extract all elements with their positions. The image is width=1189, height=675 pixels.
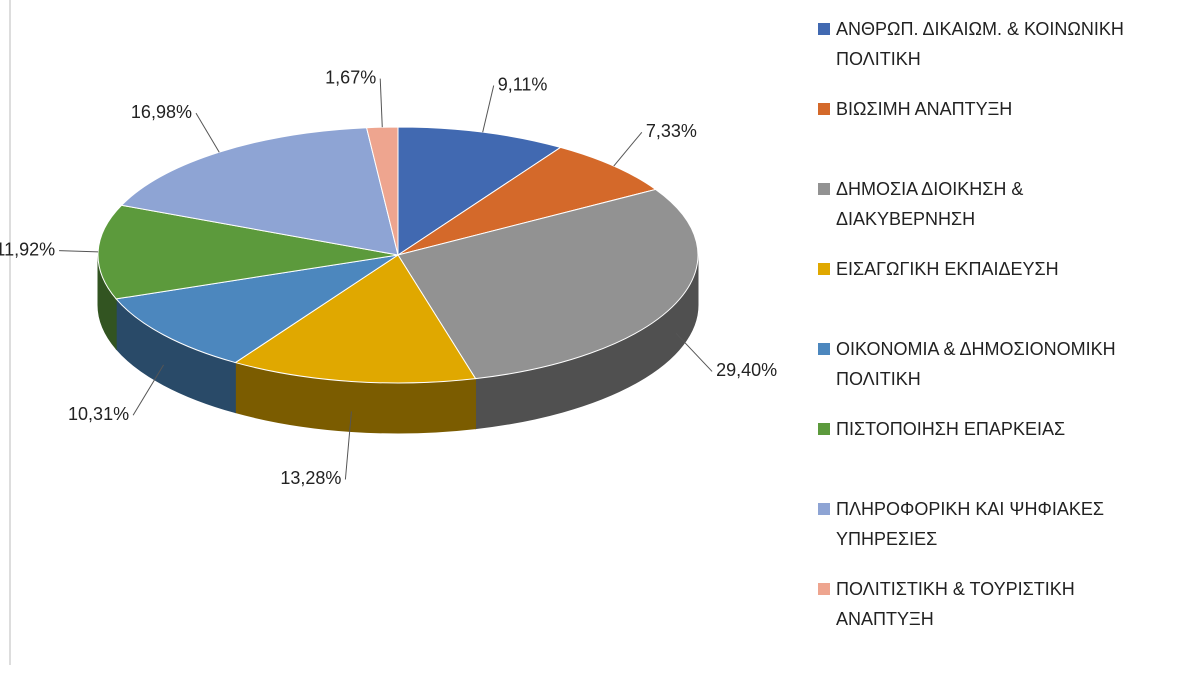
legend-swatch: [818, 343, 830, 355]
slice: [397, 126, 562, 256]
slice: [234, 254, 477, 384]
legend-label: ΔΗΜΟΣΙΑ ΔΙΟΙΚΗΣΗ & ΔΙΑΚΥΒΕΡΝΗΣΗ: [836, 179, 1024, 229]
data-label: 13,28%: [280, 468, 341, 488]
legend-swatch: [818, 183, 830, 195]
slice: [397, 146, 657, 256]
legend-swatch: [818, 503, 830, 515]
legend-swatch: [818, 23, 830, 35]
data-label: 9,11%: [498, 74, 548, 94]
leader-line: [132, 364, 165, 416]
leader-line: [379, 78, 383, 128]
leader-line: [613, 131, 643, 167]
legend-swatch: [818, 583, 830, 595]
legend-label: ΟΙΚΟΝΟΜΙΑ & ΔΗΜΟΣΙΟΝΟΜΙΚΗ ΠΟΛΙΤΙΚΗ: [836, 339, 1116, 389]
legend-label: ΕΙΣΑΓΩΓΙΚΗ ΕΚΠΑΙΔΕΥΣΗ: [836, 259, 1059, 279]
leader-line: [675, 332, 713, 372]
legend-label: ΠΟΛΙΤΙΣΤΙΚΗ & ΤΟΥΡΙΣΤΙΚΗ ΑΝΑΠΤΥΞΗ: [836, 579, 1075, 629]
leader-line: [195, 112, 220, 153]
legend-item: ΒΙΩΣΙΜΗ ΑΝΑΠΤΥΞΗ: [818, 94, 1178, 124]
legend-swatch: [818, 423, 830, 435]
legend-item: ΟΙΚΟΝΟΜΙΑ & ΔΗΜΟΣΙΟΝΟΜΙΚΗ ΠΟΛΙΤΙΚΗ: [818, 334, 1178, 394]
legend-label: ΑΝΘΡΩΠ. ΔΙΚΑΙΩΜ. & ΚΟΙΝΩΝΙΚΗ ΠΟΛΙΤΙΚΗ: [836, 19, 1124, 69]
legend-item: ΠΙΣΤΟΠΟΙΗΣΗ ΕΠΑΡΚΕΙΑΣ: [818, 414, 1178, 444]
legend-swatch: [818, 263, 830, 275]
leader-line: [482, 85, 495, 133]
data-label: 1,67%: [325, 67, 376, 87]
legend-label: ΠΛΗΡΟΦΟΡΙΚΗ ΚΑΙ ΨΗΦΙΑΚΕΣ ΥΠΗΡΕΣΙΕΣ: [836, 499, 1104, 549]
data-label: 11,92%: [0, 239, 55, 259]
data-label: 10,31%: [68, 404, 129, 424]
legend-item: ΠΟΛΙΤΙΣΤΙΚΗ & ΤΟΥΡΙΣΤΙΚΗ ΑΝΑΠΤΥΞΗ: [818, 574, 1178, 634]
legend-item: ΑΝΘΡΩΠ. ΔΙΚΑΙΩΜ. & ΚΟΙΝΩΝΙΚΗ ΠΟΛΙΤΙΚΗ: [818, 14, 1178, 74]
data-label: 7,33%: [646, 121, 697, 141]
data-label: 16,98%: [131, 102, 192, 122]
legend-label: ΒΙΩΣΙΜΗ ΑΝΑΠΤΥΞΗ: [836, 99, 1013, 119]
legend-item: ΔΗΜΟΣΙΑ ΔΙΟΙΚΗΣΗ & ΔΙΑΚΥΒΕΡΝΗΣΗ: [818, 174, 1178, 234]
legend-item: ΕΙΣΑΓΩΓΙΚΗ ΕΚΠΑΙΔΕΥΣΗ: [818, 254, 1178, 284]
slice: [397, 188, 699, 380]
legend-label: ΠΙΣΤΟΠΟΙΗΣΗ ΕΠΑΡΚΕΙΑΣ: [836, 419, 1066, 439]
leader-line: [344, 411, 352, 480]
slice: [115, 254, 399, 364]
data-label: 29,40%: [716, 360, 777, 380]
slice: [120, 127, 399, 256]
legend-item: ΠΛΗΡΟΦΟΡΙΚΗ ΚΑΙ ΨΗΦΙΑΚΕΣ ΥΠΗΡΕΣΙΕΣ: [818, 494, 1178, 554]
legend-swatch: [818, 103, 830, 115]
leader-line: [59, 250, 99, 253]
chart: 9,11% 7,33% 29,40% 13,28% 10,31% 11,92% 16,98%…: [0, 0, 777, 665]
